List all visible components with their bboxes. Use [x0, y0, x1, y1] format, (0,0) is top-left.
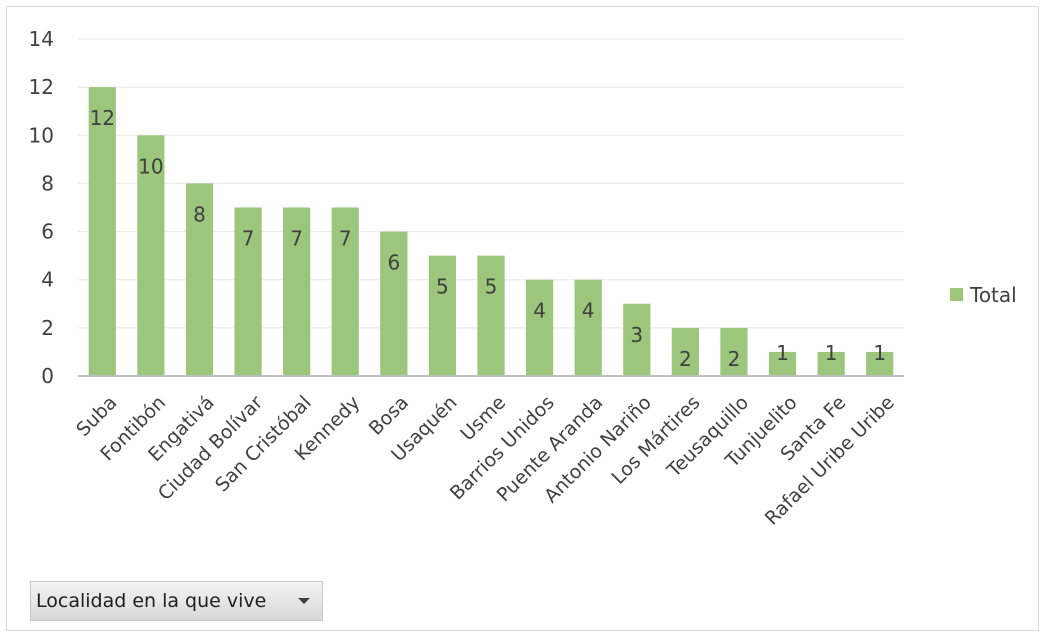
bar: [185, 183, 214, 376]
data-label: 7: [339, 227, 352, 251]
data-label: 5: [436, 275, 449, 299]
data-label: 1: [825, 341, 838, 365]
data-label: 1: [776, 341, 789, 365]
data-label: 7: [290, 227, 303, 251]
bar: [623, 303, 651, 376]
data-label: 2: [679, 347, 692, 371]
bar: [574, 279, 602, 376]
data-label: 6: [387, 251, 400, 275]
data-label: 7: [242, 227, 255, 251]
y-tick-label: 10: [29, 123, 54, 147]
data-label: 4: [533, 299, 546, 323]
y-tick-label: 12: [29, 75, 54, 99]
chart-frame: [6, 6, 1039, 631]
data-label: 10: [138, 154, 163, 178]
data-label: 2: [728, 347, 741, 371]
data-label: 4: [582, 299, 595, 323]
bar: [283, 207, 311, 376]
y-tick-label: 4: [41, 268, 54, 292]
data-label: 8: [193, 202, 206, 226]
bar: [477, 255, 505, 376]
data-label: 12: [90, 106, 115, 130]
field-filter-label: Localidad en la que vive: [36, 590, 267, 612]
y-tick-label: 2: [41, 316, 54, 340]
legend-label: Total: [969, 283, 1017, 307]
bar: [380, 231, 408, 376]
bar: [331, 207, 359, 376]
dropdown-arrow-icon[interactable]: [298, 598, 310, 604]
y-tick-label: 8: [41, 171, 54, 195]
bar: [428, 255, 457, 376]
bar: [234, 207, 262, 376]
legend-swatch: [950, 288, 963, 301]
bar: [720, 327, 748, 376]
bar: [866, 351, 894, 376]
data-label: 1: [873, 341, 886, 365]
bar: [671, 327, 699, 376]
field-filter-button[interactable]: Localidad en la que vive: [30, 581, 323, 621]
bar: [817, 351, 845, 376]
bar: [768, 351, 797, 376]
y-tick-label: 0: [41, 364, 54, 388]
y-tick-label: 14: [29, 27, 54, 51]
bar: [525, 279, 554, 376]
bar: [137, 135, 165, 376]
y-tick-label: 6: [41, 220, 54, 244]
data-label: 3: [630, 323, 643, 347]
bar: [88, 87, 116, 377]
data-label: 5: [485, 275, 498, 299]
